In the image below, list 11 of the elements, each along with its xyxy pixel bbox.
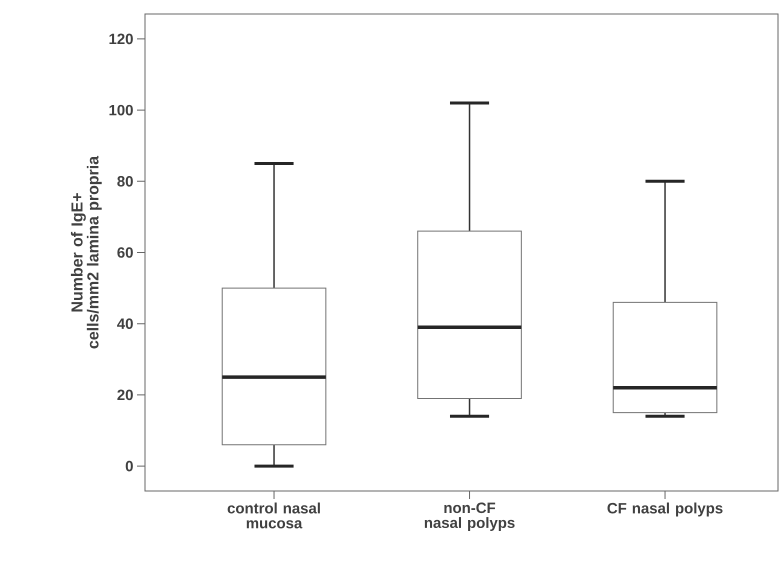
- x-tick-label: non-CF nasal polyps: [424, 502, 515, 531]
- y-axis-title: Number of IgE+ cells/mm2 lamina propria: [70, 156, 102, 348]
- x-tick-label: CF nasal polyps: [608, 502, 723, 516]
- y-tick-label: 80: [117, 176, 133, 187]
- y-tick-label: 100: [109, 104, 133, 116]
- y-tick-label: 60: [117, 247, 133, 258]
- y-tick-label: 40: [117, 318, 133, 329]
- y-tick-label: 20: [117, 390, 133, 400]
- y-tick-label: 0: [126, 460, 133, 472]
- y-tick-label: 120: [109, 34, 133, 44]
- x-tick-label: control nasal mucosa: [228, 502, 320, 528]
